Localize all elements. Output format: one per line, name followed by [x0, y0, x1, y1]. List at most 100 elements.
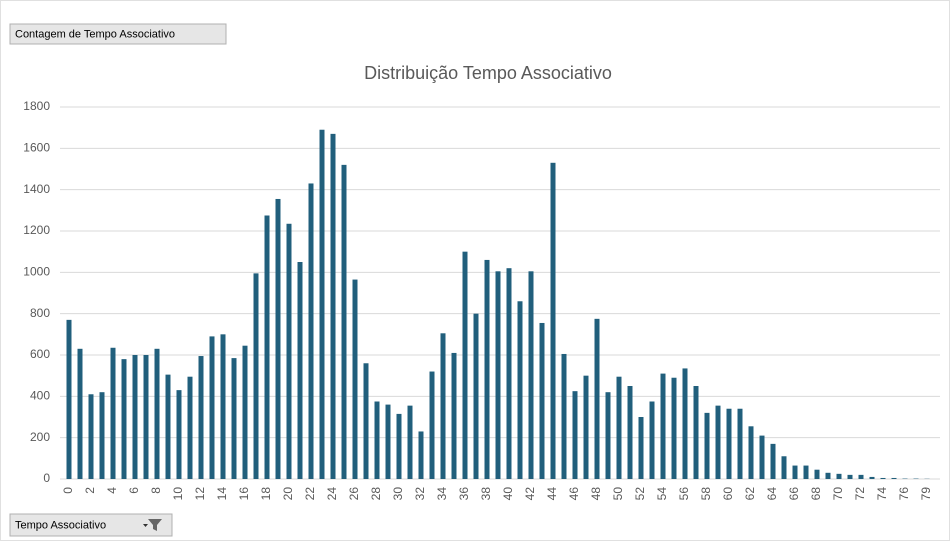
bar	[111, 348, 116, 479]
x-tick-label: 10	[171, 487, 185, 501]
bar	[837, 474, 842, 479]
bar	[309, 183, 314, 479]
bar	[826, 473, 831, 479]
bar	[793, 466, 798, 479]
bar	[276, 199, 281, 479]
bar	[78, 349, 83, 479]
bar	[584, 376, 589, 479]
bar	[716, 406, 721, 479]
bar	[760, 436, 765, 479]
bar	[694, 386, 699, 479]
bar	[606, 392, 611, 479]
bar	[672, 378, 677, 479]
bar	[419, 431, 424, 479]
bar	[738, 409, 743, 479]
x-tick-label: 48	[589, 487, 603, 501]
bar	[331, 134, 336, 479]
x-tick-label: 0	[61, 487, 75, 494]
y-tick-label: 1200	[23, 223, 50, 237]
y-tick-label: 800	[30, 306, 50, 320]
bar	[705, 413, 710, 479]
bar	[342, 165, 347, 479]
bar	[287, 224, 292, 479]
x-tick-label: 26	[347, 487, 361, 501]
bar	[661, 374, 666, 479]
y-tick-label: 400	[30, 389, 50, 403]
bar	[892, 478, 897, 479]
bar	[177, 390, 182, 479]
bar	[254, 273, 259, 479]
bar	[859, 475, 864, 479]
x-tick-label: 54	[655, 487, 669, 501]
bar	[617, 377, 622, 479]
x-tick-label: 44	[545, 487, 559, 501]
bar	[452, 353, 457, 479]
bar	[232, 358, 237, 479]
bar	[815, 470, 820, 479]
bar	[89, 394, 94, 479]
bar	[100, 392, 105, 479]
y-tick-label: 600	[30, 347, 50, 361]
y-tick-label: 1600	[23, 141, 50, 155]
bar	[562, 354, 567, 479]
x-tick-label: 24	[325, 487, 339, 501]
bar	[870, 477, 875, 479]
bar	[441, 333, 446, 479]
x-tick-label: 18	[259, 487, 273, 501]
bar	[155, 349, 160, 479]
bar	[804, 466, 809, 479]
bar	[298, 262, 303, 479]
x-tick-label: 38	[479, 487, 493, 501]
bar	[749, 426, 754, 479]
y-tick-label: 1800	[23, 99, 50, 113]
x-tick-label: 30	[391, 487, 405, 501]
x-tick-label: 72	[853, 487, 867, 501]
x-tick-label: 2	[83, 487, 97, 494]
axis-field-label: Tempo Associativo	[15, 519, 106, 531]
x-tick-label: 60	[721, 487, 735, 501]
x-tick-label: 46	[567, 487, 581, 501]
bar	[595, 319, 600, 479]
bar	[210, 336, 215, 479]
y-tick-label: 1400	[23, 182, 50, 196]
x-tick-label: 68	[809, 487, 823, 501]
bar	[364, 363, 369, 479]
x-tick-label: 76	[897, 487, 911, 501]
bar	[320, 130, 325, 479]
x-tick-label: 40	[501, 487, 515, 501]
x-tick-label: 14	[215, 487, 229, 501]
x-tick-label: 12	[193, 487, 207, 501]
bar	[848, 475, 853, 479]
bar	[122, 359, 127, 479]
x-tick-label: 74	[875, 487, 889, 501]
x-tick-label: 62	[743, 487, 757, 501]
bar	[518, 301, 523, 479]
bar	[496, 271, 501, 479]
value-field-label: Contagem de Tempo Associativo	[15, 28, 175, 40]
bar	[430, 372, 435, 479]
bar	[782, 456, 787, 479]
x-tick-label: 79	[919, 487, 933, 501]
x-tick-label: 20	[281, 487, 295, 501]
x-tick-label: 34	[435, 487, 449, 501]
y-tick-label: 1000	[23, 265, 50, 279]
bar	[265, 216, 270, 480]
x-tick-label: 64	[765, 487, 779, 501]
chart-title: Distribuição Tempo Associativo	[364, 63, 612, 83]
bar	[474, 314, 479, 479]
x-tick-label: 4	[105, 487, 119, 494]
bar	[408, 406, 413, 479]
bar	[540, 323, 545, 479]
x-tick-label: 56	[677, 487, 691, 501]
y-tick-label: 0	[43, 471, 50, 485]
x-tick-label: 22	[303, 487, 317, 501]
bar	[650, 402, 655, 480]
bar	[67, 320, 72, 479]
bar	[683, 368, 688, 479]
x-tick-label: 42	[523, 487, 537, 501]
bar	[221, 334, 226, 479]
bar	[507, 268, 512, 479]
bar	[243, 346, 248, 479]
bar	[386, 405, 391, 479]
